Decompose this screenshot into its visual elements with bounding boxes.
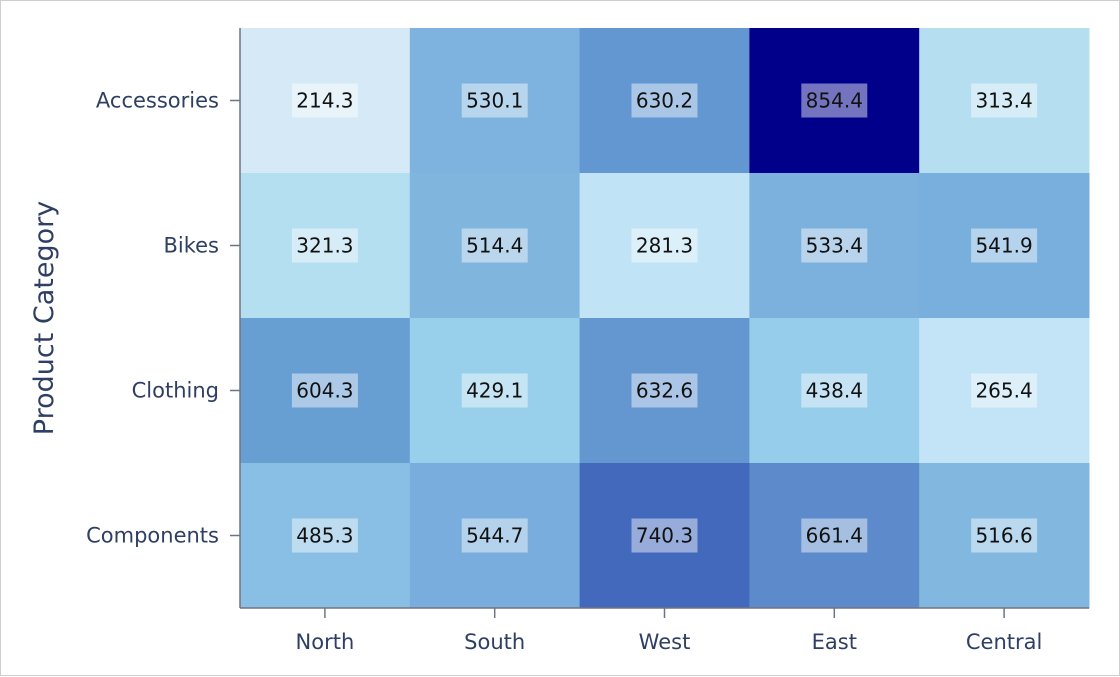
cell-value-label: 321.3 bbox=[296, 234, 353, 258]
cell-label-background bbox=[291, 228, 358, 263]
heatmap-cell bbox=[749, 318, 920, 464]
cell-label-background bbox=[631, 518, 698, 553]
cell-label-background bbox=[971, 373, 1038, 408]
cell-label-background bbox=[291, 373, 358, 408]
x-tick-label: South bbox=[464, 630, 525, 654]
x-tick-label: North bbox=[296, 630, 355, 654]
heatmap-cell bbox=[919, 318, 1090, 464]
cell-value-label: 632.6 bbox=[636, 379, 693, 403]
cell-value-label: 604.3 bbox=[296, 379, 353, 403]
heatmap-cell bbox=[240, 173, 411, 319]
heatmap-cell bbox=[749, 28, 920, 174]
cell-label-background bbox=[631, 373, 698, 408]
heatmap-cell bbox=[409, 463, 581, 609]
y-tick-label: Accessories bbox=[96, 89, 219, 113]
cell-value-label: 485.3 bbox=[296, 524, 353, 548]
cell-value-label: 544.7 bbox=[466, 524, 523, 548]
cell-label-background bbox=[801, 228, 868, 263]
y-axis-ticks: Accessories Bikes Clothing Components bbox=[86, 89, 240, 548]
cell-value-label: 313.4 bbox=[975, 89, 1032, 113]
heatmap-cell bbox=[579, 318, 750, 464]
cell-label-background bbox=[801, 518, 868, 553]
heatmap-cells: 214.3 530.1 630.2 854.4 313.4 321.3 514.4 281.3… bbox=[240, 28, 1090, 609]
cell-label-background bbox=[461, 518, 528, 553]
heatmap-cell bbox=[579, 173, 750, 319]
heatmap-cell bbox=[240, 28, 411, 174]
cell-value-label: 265.4 bbox=[975, 379, 1032, 403]
heatmap-cell bbox=[409, 173, 581, 319]
cell-label-background bbox=[291, 83, 358, 118]
cell-label-background bbox=[971, 518, 1038, 553]
y-tick-label: Components bbox=[86, 524, 219, 548]
heatmap-cell bbox=[749, 173, 920, 319]
cell-value-label: 854.4 bbox=[806, 89, 863, 113]
cell-label-background bbox=[291, 518, 358, 553]
cell-value-label: 661.4 bbox=[806, 524, 863, 548]
heatmap-cell bbox=[919, 28, 1090, 174]
cell-value-label: 214.3 bbox=[296, 89, 353, 113]
cell-label-background bbox=[461, 228, 528, 263]
cell-value-label: 281.3 bbox=[636, 234, 693, 258]
heatmap-cell bbox=[919, 173, 1090, 319]
cell-label-background bbox=[971, 83, 1038, 118]
cell-value-label: 740.3 bbox=[636, 524, 693, 548]
cell-value-label: 514.4 bbox=[466, 234, 523, 258]
cell-value-label: 530.1 bbox=[466, 89, 523, 113]
cell-label-background bbox=[631, 83, 698, 118]
y-tick-label: Clothing bbox=[132, 379, 219, 403]
x-tick-label: West bbox=[639, 630, 691, 654]
heatmap-cell bbox=[749, 463, 920, 609]
heatmap-cell bbox=[240, 318, 411, 464]
cell-value-label: 429.1 bbox=[466, 379, 523, 403]
cell-label-background bbox=[461, 83, 528, 118]
heatmap-cell bbox=[919, 463, 1090, 609]
y-axis-title: Product Category bbox=[29, 201, 60, 435]
x-tick-label: East bbox=[812, 630, 857, 654]
x-axis-ticks: North South West East Central bbox=[296, 608, 1042, 654]
heatmap-cell bbox=[409, 28, 581, 174]
cell-value-label: 630.2 bbox=[636, 89, 693, 113]
cell-value-label: 516.6 bbox=[975, 524, 1032, 548]
cell-value-label: 438.4 bbox=[806, 379, 863, 403]
cell-value-label: 541.9 bbox=[975, 234, 1032, 258]
cell-label-background bbox=[971, 228, 1038, 263]
heatmap-cell bbox=[579, 28, 750, 174]
cell-label-background bbox=[801, 83, 868, 118]
cell-label-background bbox=[801, 373, 868, 408]
heatmap-cell bbox=[409, 318, 581, 464]
heatmap-cell bbox=[240, 463, 411, 609]
x-tick-label: Central bbox=[966, 630, 1042, 654]
y-tick-label: Bikes bbox=[163, 234, 219, 258]
heatmap-cell bbox=[579, 463, 750, 609]
cell-label-background bbox=[631, 228, 698, 263]
cell-value-label: 533.4 bbox=[806, 234, 863, 258]
cell-label-background bbox=[461, 373, 528, 408]
